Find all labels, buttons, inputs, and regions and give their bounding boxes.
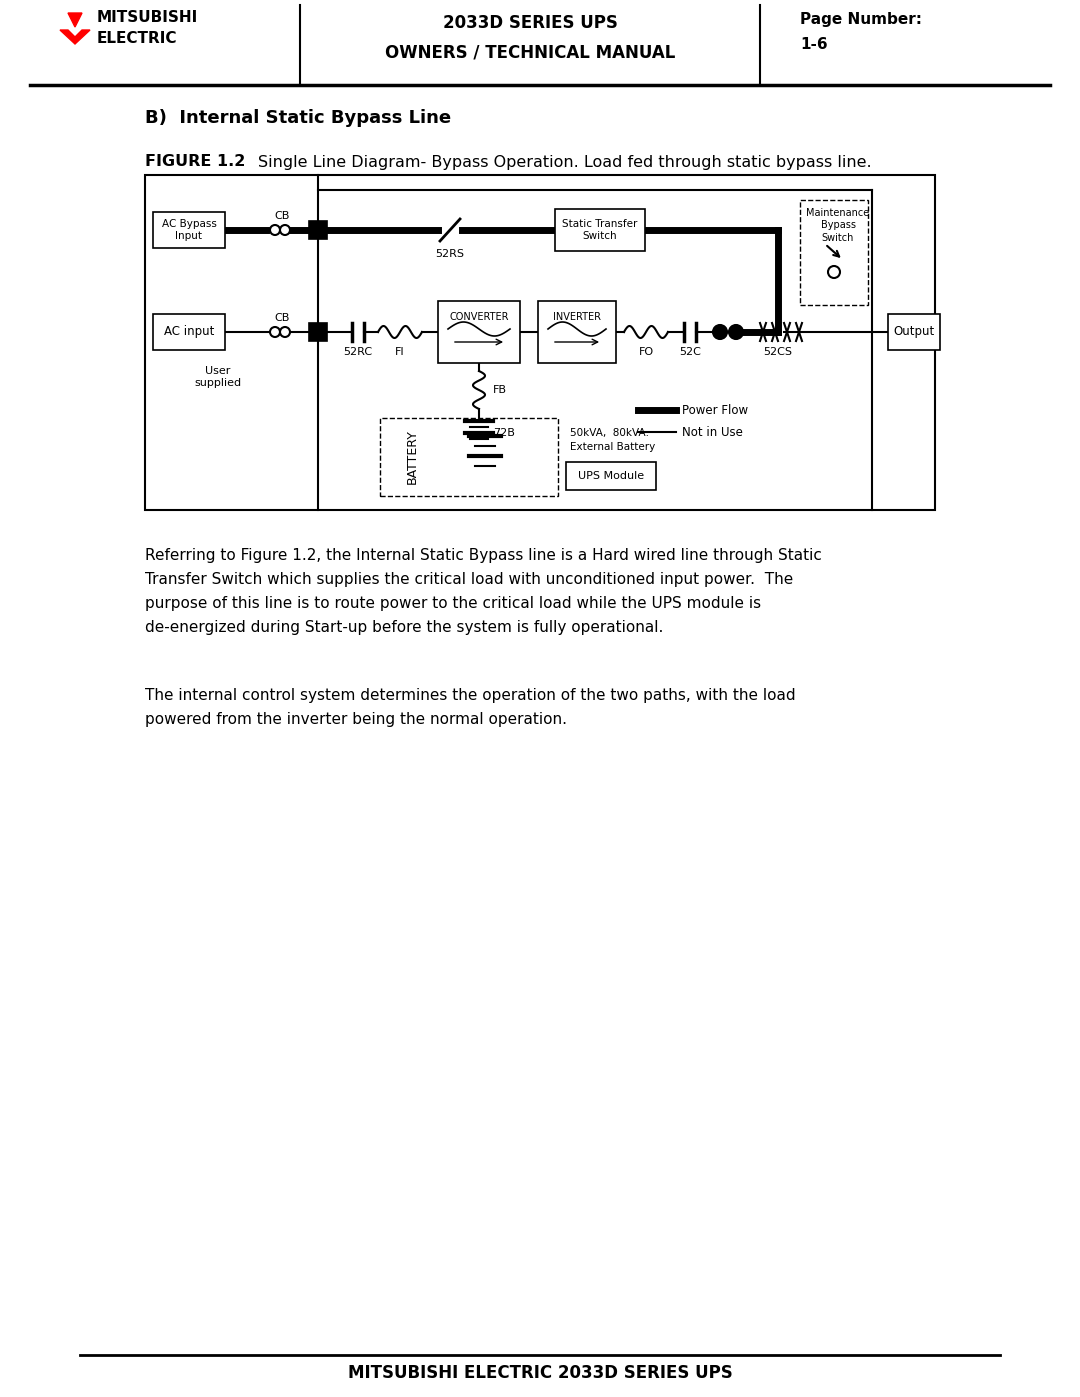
- Text: CONVERTER: CONVERTER: [449, 312, 509, 321]
- Text: 52CS: 52CS: [764, 346, 793, 358]
- Text: AC Bypass
Input: AC Bypass Input: [162, 219, 216, 242]
- Text: FI: FI: [395, 346, 405, 358]
- Text: Power Flow: Power Flow: [681, 404, 748, 416]
- Text: Static Transfer
Switch: Static Transfer Switch: [563, 219, 637, 242]
- Circle shape: [713, 326, 727, 339]
- Polygon shape: [60, 29, 90, 43]
- Text: Single Line Diagram- Bypass Operation. Load fed through static bypass line.: Single Line Diagram- Bypass Operation. L…: [258, 155, 872, 169]
- Text: FO: FO: [638, 346, 653, 358]
- Text: AC input: AC input: [164, 326, 214, 338]
- Text: Output: Output: [893, 326, 934, 338]
- Circle shape: [729, 326, 743, 339]
- Polygon shape: [68, 13, 82, 27]
- Text: 2033D SERIES UPS
OWNERS / TECHNICAL MANUAL: 2033D SERIES UPS OWNERS / TECHNICAL MANU…: [384, 14, 675, 61]
- Text: Page Number:
1-6: Page Number: 1-6: [800, 13, 922, 52]
- Text: Maintenance
Bypass
Switch: Maintenance Bypass Switch: [807, 208, 869, 243]
- Bar: [555, 210, 645, 251]
- Text: CB: CB: [274, 313, 289, 323]
- Text: MITSUBISHI
ELECTRIC: MITSUBISHI ELECTRIC: [97, 10, 199, 46]
- Circle shape: [270, 327, 280, 337]
- Bar: [153, 314, 225, 351]
- Text: B)  Internal Static Bypass Line: B) Internal Static Bypass Line: [145, 109, 451, 127]
- Text: 50kVA,  80kVA:
External Battery: 50kVA, 80kVA: External Battery: [570, 429, 656, 451]
- Bar: [145, 175, 935, 510]
- Text: MITSUBISHI ELECTRIC 2033D SERIES UPS: MITSUBISHI ELECTRIC 2033D SERIES UPS: [348, 1363, 732, 1382]
- Bar: [538, 300, 616, 363]
- Bar: [309, 323, 327, 341]
- Bar: [438, 300, 519, 363]
- Circle shape: [280, 327, 291, 337]
- Circle shape: [270, 225, 280, 235]
- Text: The internal control system determines the operation of the two paths, with the : The internal control system determines t…: [145, 687, 796, 726]
- Text: UPS Module: UPS Module: [578, 471, 644, 481]
- Text: 52RC: 52RC: [343, 346, 373, 358]
- Text: Referring to Figure 1.2, the Internal Static Bypass line is a Hard wired line th: Referring to Figure 1.2, the Internal St…: [145, 548, 822, 636]
- Text: CB: CB: [274, 211, 289, 221]
- Bar: [380, 418, 558, 496]
- Text: 52RS: 52RS: [435, 249, 464, 258]
- Text: INVERTER: INVERTER: [553, 312, 600, 321]
- Text: FB: FB: [492, 386, 507, 395]
- Text: Not in Use: Not in Use: [681, 426, 743, 439]
- Text: 72B: 72B: [492, 427, 515, 439]
- Text: FIGURE 1.2: FIGURE 1.2: [145, 155, 251, 169]
- Bar: [888, 314, 940, 351]
- Circle shape: [280, 225, 291, 235]
- Text: 52C: 52C: [679, 346, 701, 358]
- Bar: [153, 212, 225, 249]
- Bar: [800, 200, 868, 305]
- Text: User
supplied: User supplied: [194, 366, 242, 388]
- Bar: [566, 462, 656, 490]
- Bar: [309, 221, 327, 239]
- Text: BATTERY: BATTERY: [405, 429, 419, 485]
- Circle shape: [828, 265, 840, 278]
